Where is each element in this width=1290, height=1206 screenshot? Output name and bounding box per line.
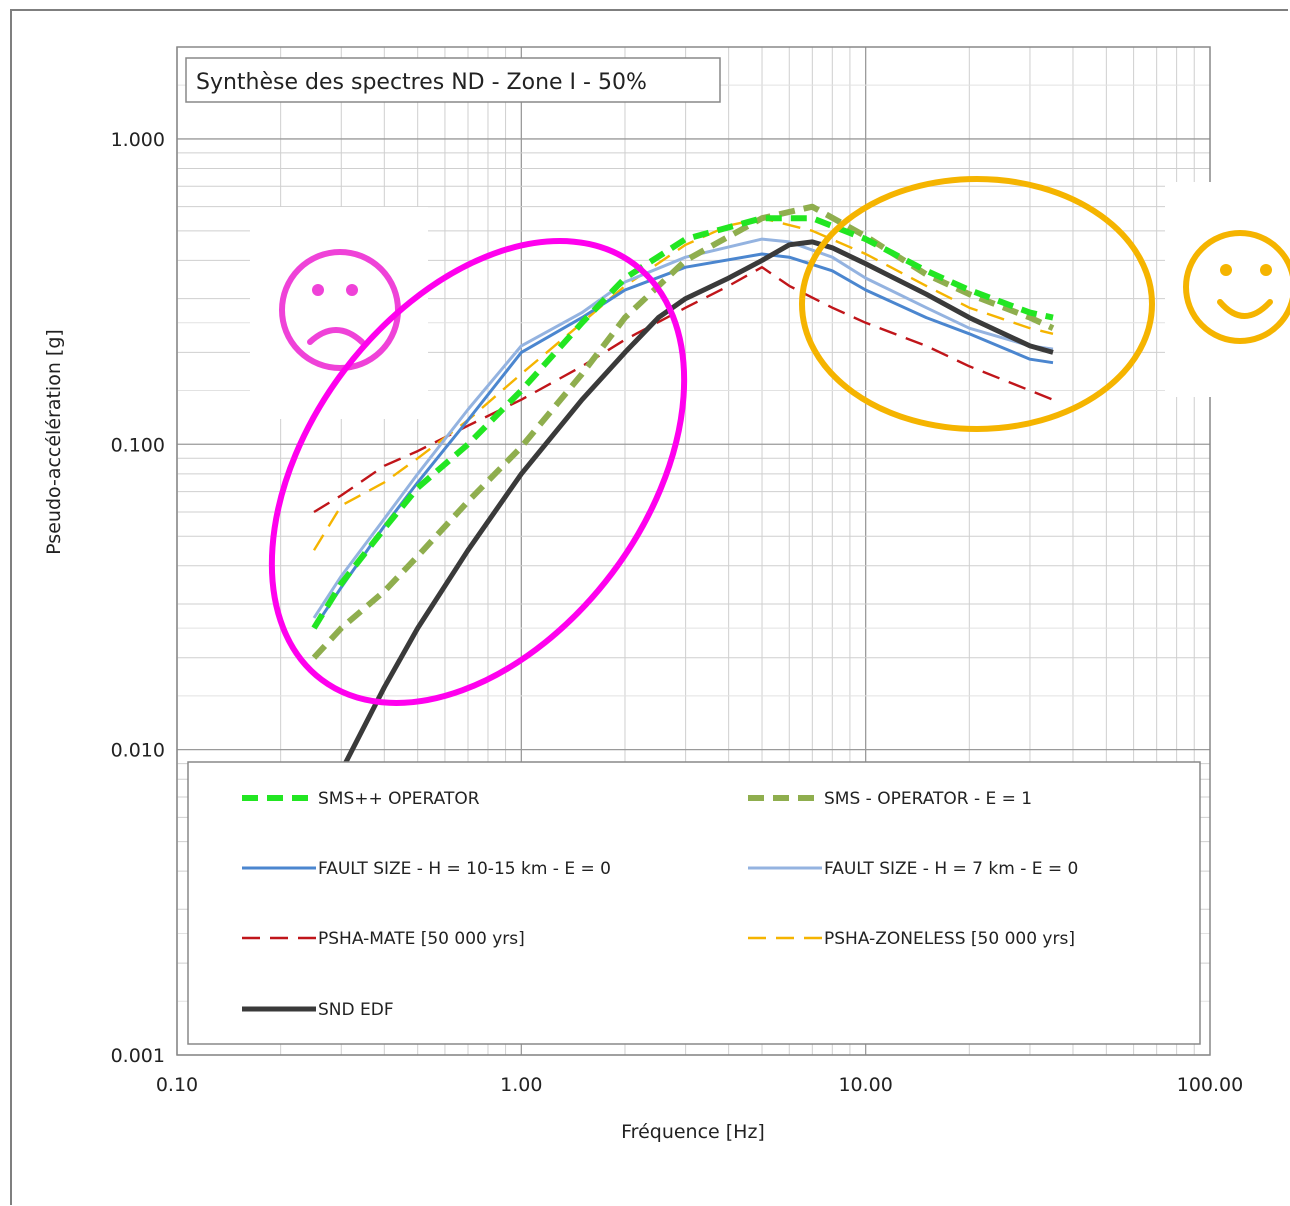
orange-ellipse-annotation: [799, 176, 1155, 432]
legend-label: SMS++ OPERATOR: [318, 789, 480, 809]
x-tick-label: 1.00: [500, 1074, 542, 1096]
legend-box: [187, 761, 1201, 1045]
plot-border: [176, 46, 1211, 1056]
x-tick-label: 0.10: [156, 1074, 198, 1096]
y-tick-label: 0.010: [111, 740, 165, 762]
y-tick-label: 0.001: [111, 1045, 165, 1067]
happy-face-icon: [1165, 182, 1290, 397]
legend-label: SND EDF: [318, 1000, 394, 1020]
x-tick-label: 10.00: [838, 1074, 892, 1096]
magenta-ellipse-annotation: [268, 238, 688, 706]
chart-frame: [10, 9, 1288, 1205]
series-line: [311, 215, 1054, 630]
legend-label: PSHA-MATE [50 000 yrs]: [318, 929, 525, 949]
title-box: Synthèse des spectres ND - Zone I - 50%: [185, 57, 721, 103]
legend-label: FAULT SIZE - H = 10-15 km - E = 0: [318, 859, 611, 879]
legend-label: PSHA-ZONELESS [50 000 yrs]: [824, 929, 1075, 949]
tick-labels: 0.10 1.00 10.00 100.00 0.001 0.010 0.100 1.000: [111, 129, 1244, 1096]
y-tick-label: 1.000: [111, 129, 165, 151]
series-line: [339, 239, 1054, 773]
legend-label: FAULT SIZE - H = 7 km - E = 0: [824, 859, 1078, 879]
series-line: [312, 217, 1054, 551]
y-tick-label: 0.100: [111, 434, 165, 456]
y-axis-label: Pseudo-accélération [g]: [43, 329, 65, 555]
x-axis-label: Fréquence [Hz]: [621, 1121, 765, 1143]
x-tick-label: 100.00: [1177, 1074, 1243, 1096]
legend-label: SMS - OPERATOR - E = 1: [824, 789, 1032, 809]
chart-title: Synthèse des spectres ND - Zone I - 50%: [196, 70, 647, 95]
series-line: [313, 266, 1054, 514]
series-line: [312, 237, 1054, 619]
legend: SMS++ OPERATOR SMS - OPERATOR - E = 1 FAUL…: [187, 761, 1201, 1045]
